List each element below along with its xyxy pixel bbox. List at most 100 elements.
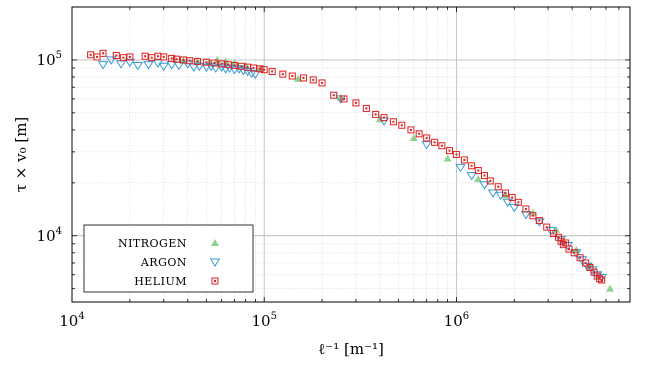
helium-point (474, 167, 482, 175)
argon-point (455, 163, 466, 173)
argon-point (115, 60, 127, 69)
helium-point (93, 53, 101, 61)
helium-point-center (281, 73, 284, 76)
y-axis-label: τ × v₀ [m] (12, 117, 30, 193)
helium-point-center (240, 65, 243, 68)
helium-point-center (409, 128, 412, 131)
helium-point (398, 121, 406, 129)
helium-point (279, 70, 287, 78)
helium-point (586, 263, 594, 271)
helium-point-center (196, 60, 199, 63)
helium-point-center (258, 67, 261, 70)
helium-point (299, 74, 307, 82)
argon-point (520, 211, 532, 220)
helium-point (522, 205, 530, 213)
helium-point-center (102, 52, 105, 55)
helium-point (438, 142, 446, 150)
argon-point (238, 67, 249, 76)
helium-point (218, 60, 226, 68)
helium-point-center (470, 164, 473, 167)
helium-point-center (564, 241, 567, 244)
helium-point (445, 147, 453, 155)
helium-point-center (128, 55, 131, 58)
helium-point (598, 276, 606, 284)
helium-point-center (205, 61, 208, 64)
helium-point-center (162, 55, 165, 58)
axis-ticks (71, 6, 631, 302)
helium-point-center (511, 196, 514, 199)
helium-point-center (552, 232, 555, 235)
helium-point (380, 114, 388, 122)
helium-point-center (332, 94, 335, 97)
helium-point-center (227, 63, 230, 66)
helium-point (119, 54, 127, 62)
helium-point (126, 53, 134, 61)
helium-point (186, 57, 194, 65)
helium-point-center (175, 58, 178, 61)
helium-point (514, 198, 522, 206)
helium-point-center (593, 271, 596, 274)
nitrogen-point (221, 57, 230, 65)
helium-point-center (573, 251, 576, 254)
helium-point-center (271, 70, 274, 73)
nitrogen-point (474, 175, 483, 183)
legend-label-helium: HELIUM (134, 275, 187, 288)
helium-point-center (598, 277, 601, 280)
helium-point-center (545, 226, 548, 229)
argon-point (124, 58, 136, 68)
helium-point (268, 67, 276, 75)
argon-point (158, 62, 170, 72)
helium-point (582, 259, 590, 267)
helium-point (494, 183, 502, 191)
nitrogen-point (552, 225, 561, 233)
argon-point (105, 56, 117, 65)
helium-point (256, 65, 264, 73)
y-tick-label: 104 (37, 226, 62, 245)
helium-point (565, 245, 573, 253)
x-axis-label: ℓ⁻¹ [m⁻¹] (318, 340, 384, 358)
helium-point-center (433, 141, 436, 144)
helium-point-center (213, 62, 216, 65)
helium-point (352, 99, 360, 107)
x-tick-label: 106 (444, 311, 469, 330)
legend-marker-helium-center (214, 280, 216, 282)
helium-point (194, 57, 202, 65)
helium-point-center (170, 57, 173, 60)
helium-point-center (188, 59, 191, 62)
helium-point (460, 156, 468, 164)
helium-point-center (425, 136, 428, 139)
x-tick-label: 105 (251, 311, 276, 330)
argon-point (508, 203, 520, 213)
helium-point (260, 66, 268, 74)
helium-point-center (538, 219, 541, 222)
helium-point (415, 130, 423, 138)
helium-point-center (600, 279, 603, 282)
helium-point-center (562, 243, 565, 246)
helium-point (468, 162, 476, 170)
helium-point-center (220, 62, 223, 65)
helium-point-center (567, 248, 570, 251)
helium-point-center (182, 58, 185, 61)
nitrogen-point (443, 154, 452, 162)
helium-point (529, 212, 537, 220)
helium-point (160, 53, 168, 61)
helium-point-center (483, 174, 486, 177)
argon-point (487, 189, 499, 198)
helium-point (112, 51, 120, 59)
helium-point (481, 172, 489, 180)
argon-point (143, 61, 154, 70)
argon-point (246, 69, 257, 79)
helium-point-center (383, 116, 386, 119)
helium-point-center (455, 153, 458, 156)
helium-point (362, 104, 370, 112)
plot-frame (71, 6, 631, 303)
helium-point (550, 229, 558, 237)
argon-point (545, 227, 557, 236)
argon-point (210, 64, 222, 73)
helium-point (202, 58, 210, 66)
helium-point-center (463, 158, 466, 161)
argon-point (421, 141, 432, 150)
helium-point (173, 55, 181, 63)
argon-point (502, 198, 514, 208)
